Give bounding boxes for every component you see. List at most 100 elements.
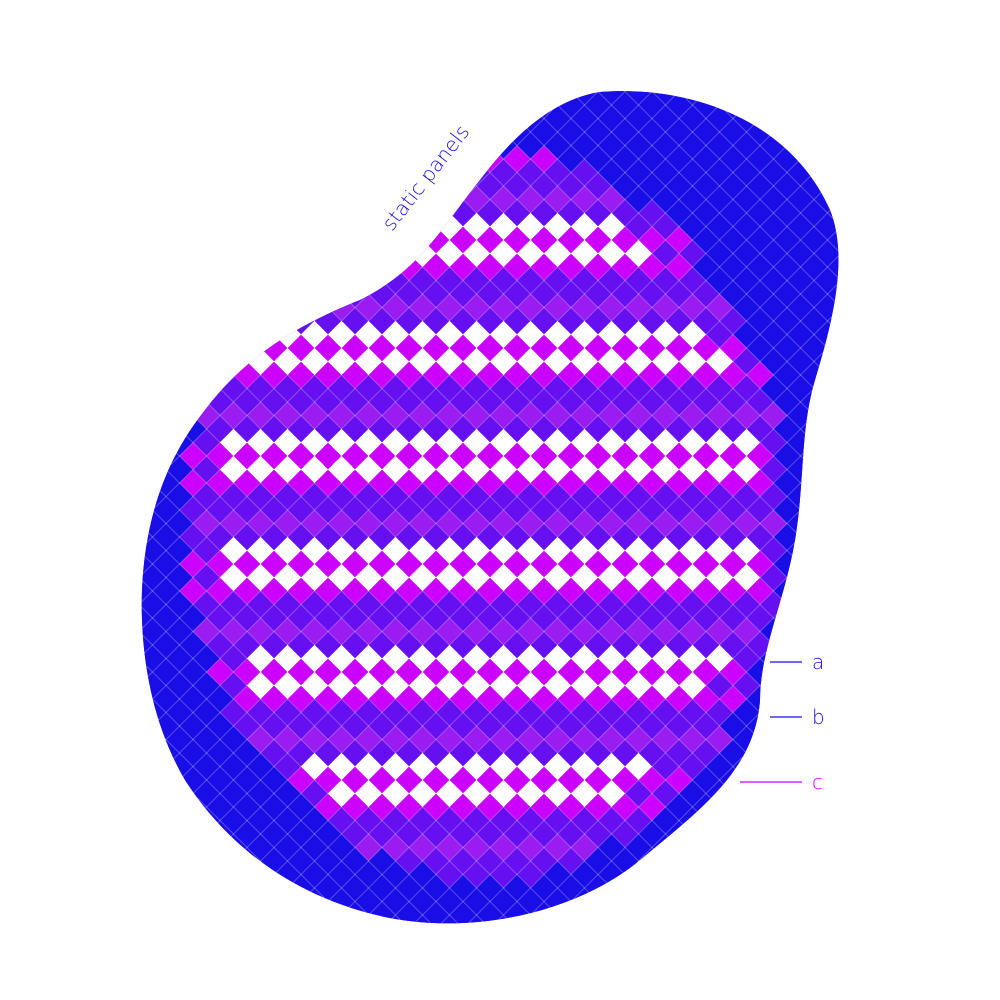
diamond-cell: [141, 887, 167, 916]
diamond-cell: [219, 158, 248, 187]
diamond-cell: [759, 887, 788, 916]
diamond-cell: [773, 91, 801, 92]
diamond-cell: [800, 793, 828, 821]
diamond-cell: [179, 820, 207, 848]
diamond-cell: [746, 874, 774, 902]
legend: a b c: [740, 650, 825, 794]
diamond-cell: [273, 104, 302, 133]
diamond-cell: [152, 793, 180, 821]
diamond-cell: [423, 929, 450, 956]
diamond-cell: [786, 104, 815, 133]
diamond-cell: [273, 185, 302, 214]
diamond-cell: [813, 482, 839, 511]
diamond-cell: [855, 254, 882, 281]
diamond-cell: [395, 118, 423, 146]
diamond-cell: [786, 671, 815, 700]
diamond-cell: [246, 320, 275, 349]
diamond-cell: [719, 91, 747, 92]
diamond-cell: [786, 914, 815, 924]
diamond-cell: [651, 914, 680, 924]
diamond-cell: [841, 375, 868, 402]
diamond-cell: [773, 739, 801, 767]
diamond-cell: [800, 847, 828, 875]
diamond-cell: [206, 118, 234, 146]
diamond-cell: [827, 712, 839, 740]
diamond-cell: [759, 806, 788, 835]
diamond-cell: [260, 901, 288, 924]
diamond-cell: [422, 91, 450, 92]
diamond-cell: [112, 645, 139, 672]
diamond-cell: [192, 266, 221, 295]
diamond-cell: [841, 564, 868, 591]
diamond-cell: [855, 659, 882, 686]
diamond-cell: [327, 185, 356, 214]
diamond-cell: [192, 833, 221, 862]
diamond-cell: [165, 401, 194, 430]
diamond-cell: [855, 389, 882, 416]
diamond-cell: [219, 104, 248, 133]
diamond-cell: [300, 239, 329, 268]
diamond-cell: [381, 91, 410, 106]
diamond-cell: [759, 860, 788, 889]
diamond-cell: [639, 929, 666, 956]
diamond-cell: [813, 671, 839, 700]
diamond-cell: [827, 523, 839, 551]
diamond-cell: [855, 443, 882, 470]
diamond-cell: [341, 199, 369, 227]
diamond-cell: [435, 914, 464, 924]
diamond-cell: [827, 388, 839, 416]
diamond-cell: [341, 172, 369, 200]
diamond-cell: [759, 104, 788, 133]
diamond-cell: [152, 199, 180, 227]
diamond-cell: [665, 91, 693, 92]
diamond-cell: [141, 226, 153, 254]
diamond-cell: [179, 307, 207, 335]
diamond-cell: [165, 212, 194, 241]
diamond-cell: [827, 874, 839, 902]
diamond-cell: [152, 820, 180, 848]
diamond-cell: [827, 145, 839, 173]
diamond-cell: [327, 212, 356, 241]
diamond-cell: [165, 185, 194, 214]
diamond-cell: [705, 887, 734, 916]
diamond-cell: [141, 914, 167, 924]
diamond-cell: [141, 847, 153, 875]
diamond-cell: [246, 239, 275, 268]
diamond-cell: [179, 388, 207, 416]
diamond-cell: [746, 820, 774, 848]
diamond-cell: [827, 604, 839, 632]
diamond-cell: [841, 267, 868, 294]
diamond-cell: [165, 347, 194, 376]
diamond-cell: [152, 280, 180, 308]
diamond-cell: [141, 833, 167, 862]
diamond-cell: [192, 347, 221, 376]
diamond-cell: [827, 118, 839, 146]
diamond-cell: [611, 874, 639, 902]
diamond-cell: [165, 887, 194, 916]
diamond-cell: [206, 901, 234, 924]
diamond-cell: [141, 145, 153, 173]
diamond-cell: [141, 374, 167, 403]
diamond-cell: [112, 240, 139, 267]
diamond-cell: [152, 334, 180, 362]
diamond-cell: [855, 497, 882, 524]
legend-key-c: c: [812, 770, 823, 794]
diamond-cell: [855, 902, 882, 929]
diamond-cell: [233, 253, 261, 281]
diamond-cell: [141, 239, 167, 268]
diamond-cell: [813, 91, 839, 106]
diamond-cell: [827, 577, 839, 605]
diamond-cell: [354, 131, 383, 160]
diamond-cell: [720, 929, 747, 956]
diamond-cell: [165, 860, 194, 889]
diamond-cell: [246, 266, 275, 295]
diamond-cell: [112, 537, 139, 564]
diamond-cell: [233, 91, 261, 119]
diamond-cell: [396, 929, 423, 956]
diamond-cell: [746, 739, 774, 767]
diamond-cell: [841, 834, 868, 861]
diamond-cell: [141, 874, 153, 902]
diamond-cell: [827, 901, 839, 924]
diamond-cell: [246, 212, 275, 241]
pear-blob: [112, 91, 882, 956]
